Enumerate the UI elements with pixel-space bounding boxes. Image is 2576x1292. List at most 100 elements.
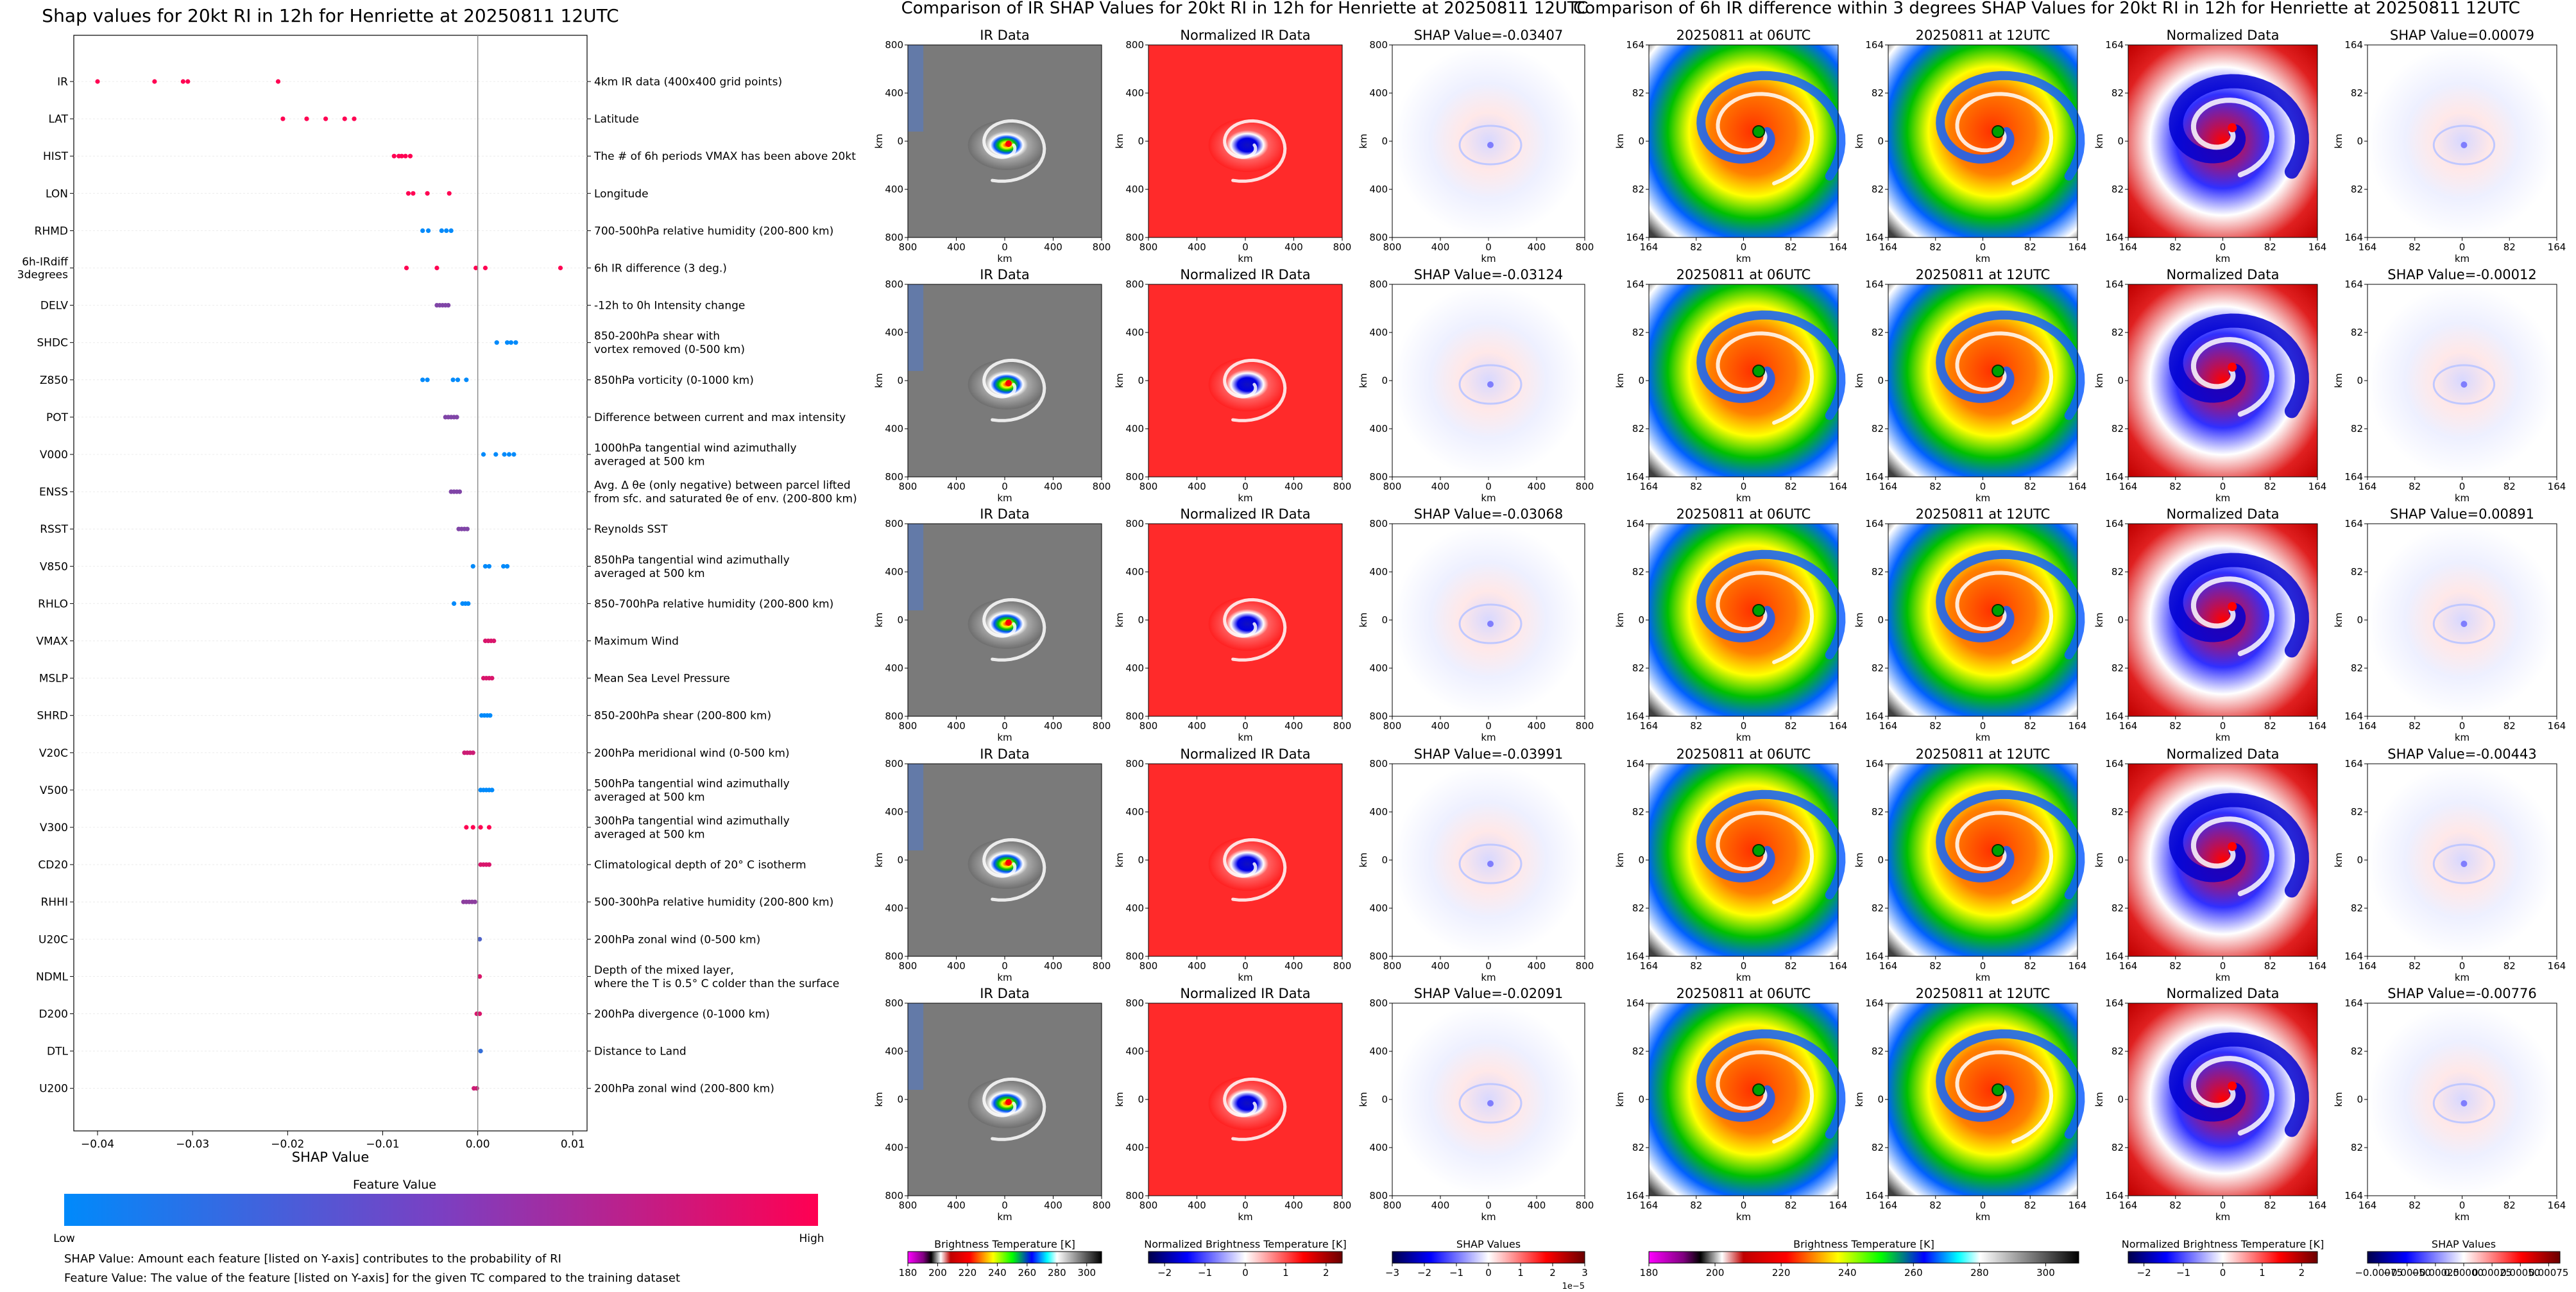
y-tick-label: 800 xyxy=(1369,758,1388,770)
y-tick-label: 0 xyxy=(1381,1094,1388,1105)
y-tick-label: 164 xyxy=(1626,471,1644,483)
shap-feature xyxy=(2461,1100,2468,1107)
shap-feature xyxy=(2461,381,2468,388)
x-tick-label: 82 xyxy=(1690,960,1702,972)
panel-title: IR Data xyxy=(980,506,1030,522)
x-tick-label: 800 xyxy=(1093,241,1111,253)
shap-point xyxy=(152,79,157,84)
panel-y-label: km xyxy=(1358,1092,1369,1107)
x-tick-label: 400 xyxy=(1188,960,1206,972)
spiral-band xyxy=(1955,1050,2054,1144)
y-tick-label: 800 xyxy=(885,518,903,530)
y-tick-label: 0 xyxy=(2357,135,2363,147)
y-tick-label: 164 xyxy=(1626,758,1644,770)
y-tick-label: 0 xyxy=(2357,1094,2363,1105)
panel-title: IR Data xyxy=(980,986,1030,1001)
colorbar-tick-label: 280 xyxy=(1970,1267,1989,1279)
shap-point xyxy=(465,526,470,531)
y-tick-label: 400 xyxy=(1369,1046,1388,1057)
panel-title: 20250811 at 06UTC xyxy=(1676,506,1811,522)
x-tick-label: 800 xyxy=(1333,720,1352,732)
y-tick-label: 800 xyxy=(885,39,903,51)
x-tick-label: 82 xyxy=(2409,720,2421,732)
shap-point xyxy=(304,116,309,121)
storm-cloud-shield xyxy=(1208,357,1286,411)
y-tick-label: 164 xyxy=(1626,711,1644,722)
x-tick-label: 0 xyxy=(2220,720,2226,732)
shap-point xyxy=(275,79,281,84)
feature-description-label: Distance to Land xyxy=(594,1046,687,1058)
y-tick-label: 0 xyxy=(897,1094,903,1105)
shap-feature xyxy=(2461,142,2468,148)
spiral-band xyxy=(2169,74,2310,179)
feature-name-label: Z850 xyxy=(40,374,68,387)
feature-description-label: 700-500hPa relative humidity (200-800 km… xyxy=(594,225,833,237)
panel-y-label: km xyxy=(873,612,885,627)
y-tick-label: 400 xyxy=(885,423,903,435)
y-tick-label: 0 xyxy=(2357,614,2363,626)
y-tick-label: 400 xyxy=(885,184,903,195)
storm-eye xyxy=(2228,602,2237,611)
y-tick-label: 82 xyxy=(1632,806,1644,818)
x-tick-label: 164 xyxy=(1879,720,1898,732)
shap-plot-title: Shap values for 20kt RI in 12h for Henri… xyxy=(42,5,618,26)
feature-name-label: DTL xyxy=(47,1046,68,1058)
x-tick-label: 164 xyxy=(2308,1200,2327,1211)
colorbar-high-label: High xyxy=(799,1232,824,1245)
panel-y-label: km xyxy=(1358,852,1369,867)
spiral-band xyxy=(2169,1032,2310,1137)
x-tick-label: 800 xyxy=(1383,960,1402,972)
spiral-band xyxy=(1223,119,1287,183)
colorbar-offset-label: 1e−5 xyxy=(1562,1282,1585,1289)
spiral-band xyxy=(1716,811,1814,904)
x-tick-label: 82 xyxy=(2264,1200,2276,1211)
panel-y-label: km xyxy=(2333,373,2344,388)
panel-x-label: km xyxy=(2215,732,2230,743)
y-tick-label: 82 xyxy=(1632,662,1644,674)
shap-point xyxy=(513,340,518,345)
shap-feature xyxy=(1487,621,1494,627)
y-tick-label: 400 xyxy=(1369,327,1388,338)
panel-y-label: km xyxy=(1614,134,1626,148)
feature-name-label: 6h-IRdiff xyxy=(22,256,69,269)
feature-name-label: 3degrees xyxy=(17,269,68,282)
panel-y-label: km xyxy=(1358,612,1369,627)
y-tick-label: 800 xyxy=(1369,1190,1388,1202)
x-tick-label: 0 xyxy=(2220,960,2226,972)
y-tick-label: 82 xyxy=(2351,806,2363,818)
panel-x-label: km xyxy=(1481,1211,1496,1223)
x-tick-label: 800 xyxy=(1093,1200,1111,1211)
y-tick-label: 164 xyxy=(1626,39,1644,51)
colorbar-tick-label: −1 xyxy=(1449,1267,1463,1279)
spiral-band xyxy=(2190,816,2275,897)
y-tick-label: 400 xyxy=(1125,662,1144,674)
colorbar-tick-label: 1 xyxy=(2259,1267,2265,1279)
x-tick-label: 82 xyxy=(2169,1200,2181,1211)
feature-name-label: LON xyxy=(46,187,68,200)
y-tick-label: 800 xyxy=(885,471,903,483)
x-tick-label: 164 xyxy=(2308,720,2327,732)
panel-image xyxy=(2367,764,2557,956)
colorbar-tick-label: 0 xyxy=(1242,1267,1249,1279)
x-tick-label: 82 xyxy=(2024,960,2036,972)
shap-point xyxy=(464,825,469,830)
y-tick-label: 82 xyxy=(1872,566,1884,578)
feature-description-label: 500hPa tangential wind azimuthally xyxy=(594,777,790,790)
x-tick-label: 0 xyxy=(2459,241,2466,253)
feature-name-label: V850 xyxy=(40,560,68,573)
spiral-band xyxy=(2190,337,2275,417)
panel-title: 20250811 at 06UTC xyxy=(1676,986,1811,1001)
y-tick-label: 400 xyxy=(1125,806,1144,818)
y-tick-label: 0 xyxy=(1638,854,1644,866)
x-tick-label: 0 xyxy=(1980,1200,1986,1211)
shap-feature xyxy=(2432,364,2496,405)
x-tick-label: 164 xyxy=(1879,1200,1898,1211)
x-tick-label: 0 xyxy=(2459,960,2466,972)
colorbar-tick-label: −0.00025 xyxy=(2412,1267,2460,1279)
panel-x-label: km xyxy=(997,253,1012,264)
colorbar-tick-label: 2 xyxy=(1549,1267,1556,1279)
y-tick-label: 82 xyxy=(2351,327,2363,338)
panel-image xyxy=(2128,284,2317,477)
x-tick-label: 164 xyxy=(2068,241,2087,253)
shap-point xyxy=(185,79,191,84)
